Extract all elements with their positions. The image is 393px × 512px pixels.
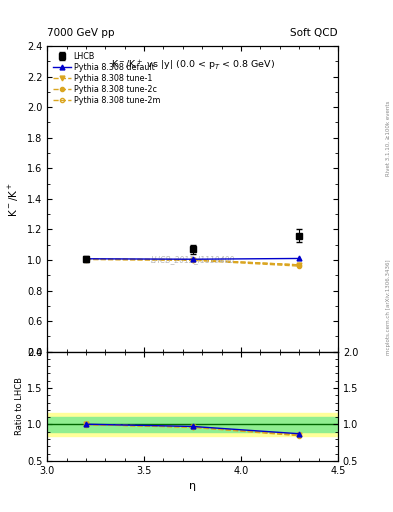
Pythia 8.308 tune-1 [190,257,195,263]
Pythia 8.308 tune-2m [84,257,88,263]
Pythia 8.308 default [297,255,301,262]
Line: Pythia 8.308 tune-2c: Pythia 8.308 tune-2c [84,257,301,267]
Pythia 8.308 tune-2c [84,256,88,262]
Line: Pythia 8.308 tune-2m: Pythia 8.308 tune-2m [84,258,301,268]
Pythia 8.308 tune-1 [84,256,88,262]
Pythia 8.308 tune-2c [297,262,301,268]
Text: Rivet 3.1.10, ≥100k events: Rivet 3.1.10, ≥100k events [386,100,391,176]
Pythia 8.308 tune-2m [190,257,195,263]
Text: 7000 GeV pp: 7000 GeV pp [47,29,115,38]
Pythia 8.308 tune-2m [297,263,301,269]
Pythia 8.308 default [84,255,88,262]
Line: Pythia 8.308 tune-1: Pythia 8.308 tune-1 [83,257,302,267]
Y-axis label: K$^-$/K$^+$: K$^-$/K$^+$ [7,181,21,217]
Pythia 8.308 tune-1 [297,262,301,268]
Text: LHCB_2012_I1119400: LHCB_2012_I1119400 [151,255,235,265]
Text: Soft QCD: Soft QCD [290,29,338,38]
Pythia 8.308 tune-2c [190,257,195,263]
Line: Pythia 8.308 default: Pythia 8.308 default [83,256,302,262]
Text: mcplots.cern.ch [arXiv:1306.3436]: mcplots.cern.ch [arXiv:1306.3436] [386,260,391,355]
Legend: LHCB, Pythia 8.308 default, Pythia 8.308 tune-1, Pythia 8.308 tune-2c, Pythia 8.: LHCB, Pythia 8.308 default, Pythia 8.308… [51,50,162,106]
Text: K$^-$/K$^+$ vs |y| (0.0 < p$_{T}$ < 0.8 GeV): K$^-$/K$^+$ vs |y| (0.0 < p$_{T}$ < 0.8 … [110,58,275,73]
Y-axis label: Ratio to LHCB: Ratio to LHCB [15,377,24,435]
Pythia 8.308 default [190,256,195,262]
X-axis label: η: η [189,481,196,491]
